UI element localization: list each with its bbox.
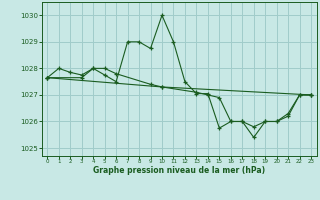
X-axis label: Graphe pression niveau de la mer (hPa): Graphe pression niveau de la mer (hPa) bbox=[93, 166, 265, 175]
